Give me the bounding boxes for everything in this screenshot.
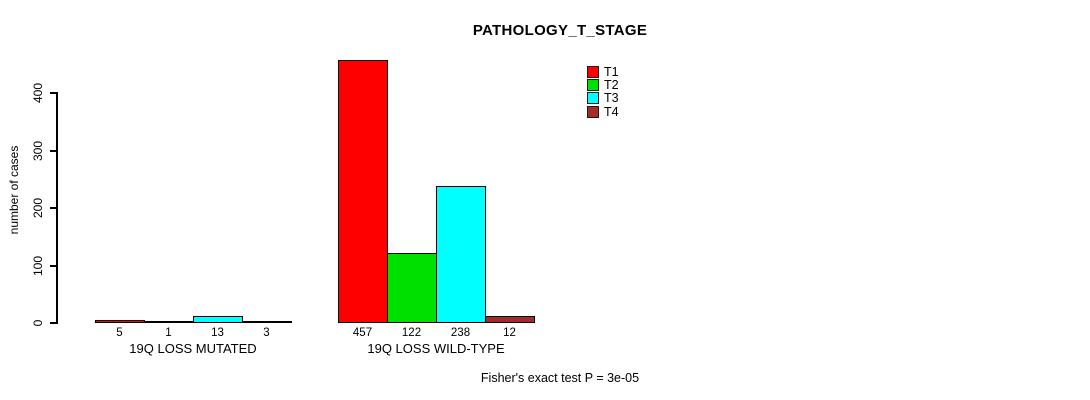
category-label: 19Q LOSS WILD-TYPE (367, 341, 505, 356)
legend-swatch-t4 (587, 105, 599, 118)
bar-t2-wildtype (387, 253, 437, 323)
y-axis-tick (50, 264, 58, 267)
footnote-text: Fisher's exact test P = 3e-05 (480, 371, 640, 385)
legend-label-t4: T4 (604, 104, 619, 119)
y-axis-tick-label: 300 (31, 140, 45, 161)
bar-value-label: 3 (263, 327, 270, 339)
bar-value-label: 12 (503, 327, 516, 339)
bar-value-label: 5 (116, 327, 123, 339)
bar-t3-wildtype (436, 186, 486, 323)
bar-value-label: 122 (401, 327, 422, 339)
category-label: 19Q LOSS MUTATED (129, 341, 257, 356)
y-axis-tick-label: 400 (31, 82, 45, 104)
y-axis-tick (50, 207, 58, 209)
bar-t1-wildtype (338, 60, 388, 323)
bar-value-label: 13 (211, 327, 224, 339)
bar-value-label: 1 (165, 327, 172, 339)
y-axis-tick (50, 322, 58, 324)
bar-t3-mutated (193, 316, 243, 323)
bar-t4-mutated (242, 321, 292, 323)
bar-value-label: 457 (352, 327, 373, 339)
legend-swatch-t2 (587, 79, 599, 92)
legend-swatch-t3 (587, 92, 599, 105)
bar-value-label: 238 (450, 327, 471, 339)
y-axis-tick-label: 200 (31, 197, 45, 219)
bar-t4-wildtype (485, 316, 535, 323)
chart-title: PATHOLOGY_T_STAGE (472, 22, 648, 39)
y-axis-label: number of cases (7, 145, 21, 235)
legend-label-t3: T3 (604, 91, 619, 106)
y-axis-tick (50, 149, 58, 152)
legend-label-t2: T2 (604, 78, 619, 93)
bar-t1-mutated (95, 320, 145, 323)
legend-label-t1: T1 (604, 65, 619, 79)
bar-t2-mutated (144, 321, 194, 323)
y-axis-tick (50, 92, 58, 94)
y-axis-tick-label: 0 (31, 319, 45, 327)
y-axis-tick-label: 100 (31, 255, 45, 276)
legend-swatch-t1 (587, 66, 599, 78)
